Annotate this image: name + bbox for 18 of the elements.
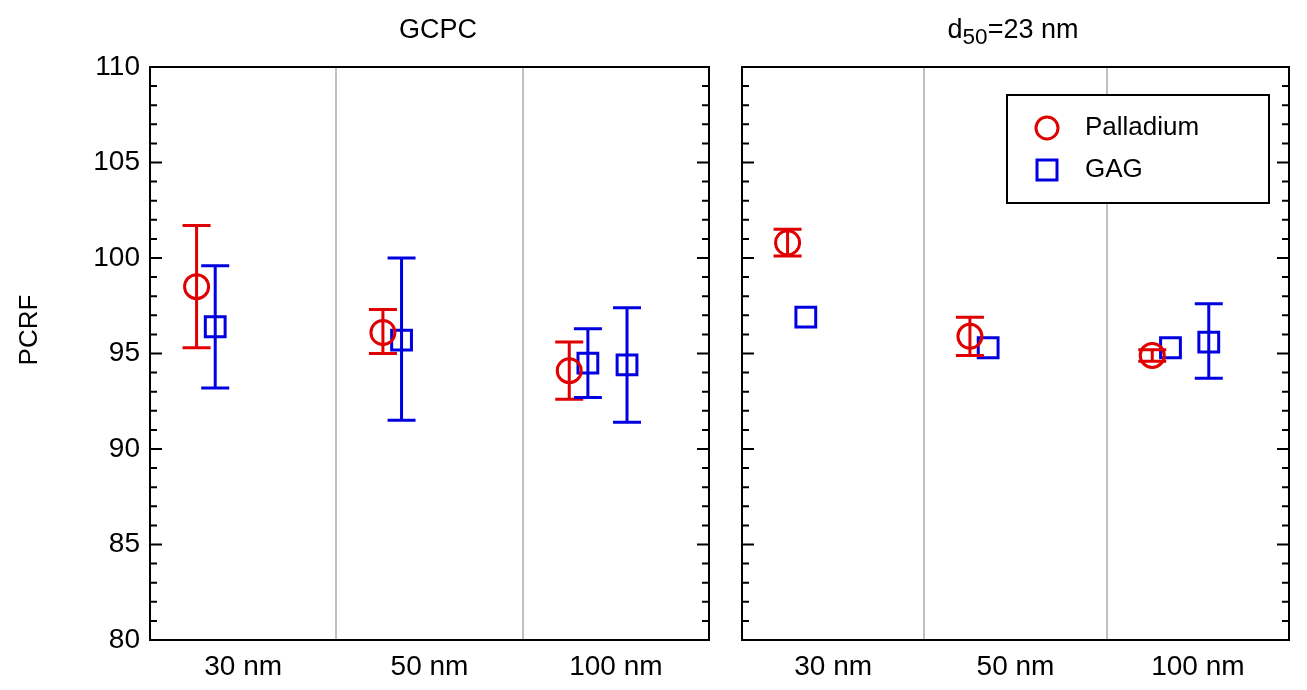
x-tick-label: 30 nm: [794, 649, 873, 681]
chart-title: d$_{50}$=23 nm: [946, 14, 1080, 51]
x-tick-label: 100 nm: [569, 649, 663, 681]
y-tick-label: 110: [95, 49, 140, 81]
x-tick-label: 50 nm: [976, 649, 1055, 681]
y-tick-label: 85: [108, 527, 140, 559]
x-tick-label: 100 nm: [1151, 649, 1245, 681]
legend-label: Palladium: [1085, 111, 1200, 142]
chart-title: GCPC: [398, 14, 478, 45]
legend-label: GAG: [1085, 153, 1143, 184]
y-axis-title: PCRF: [12, 293, 44, 368]
y-tick-label: 100: [93, 240, 140, 272]
x-tick-label: 30 nm: [204, 649, 283, 681]
y-tick-label: 80: [108, 622, 140, 654]
y-tick-label: 90: [108, 431, 140, 463]
x-tick-label: 50 nm: [390, 649, 469, 681]
y-tick-label: 95: [108, 336, 140, 368]
y-tick-label: 105: [93, 145, 140, 177]
